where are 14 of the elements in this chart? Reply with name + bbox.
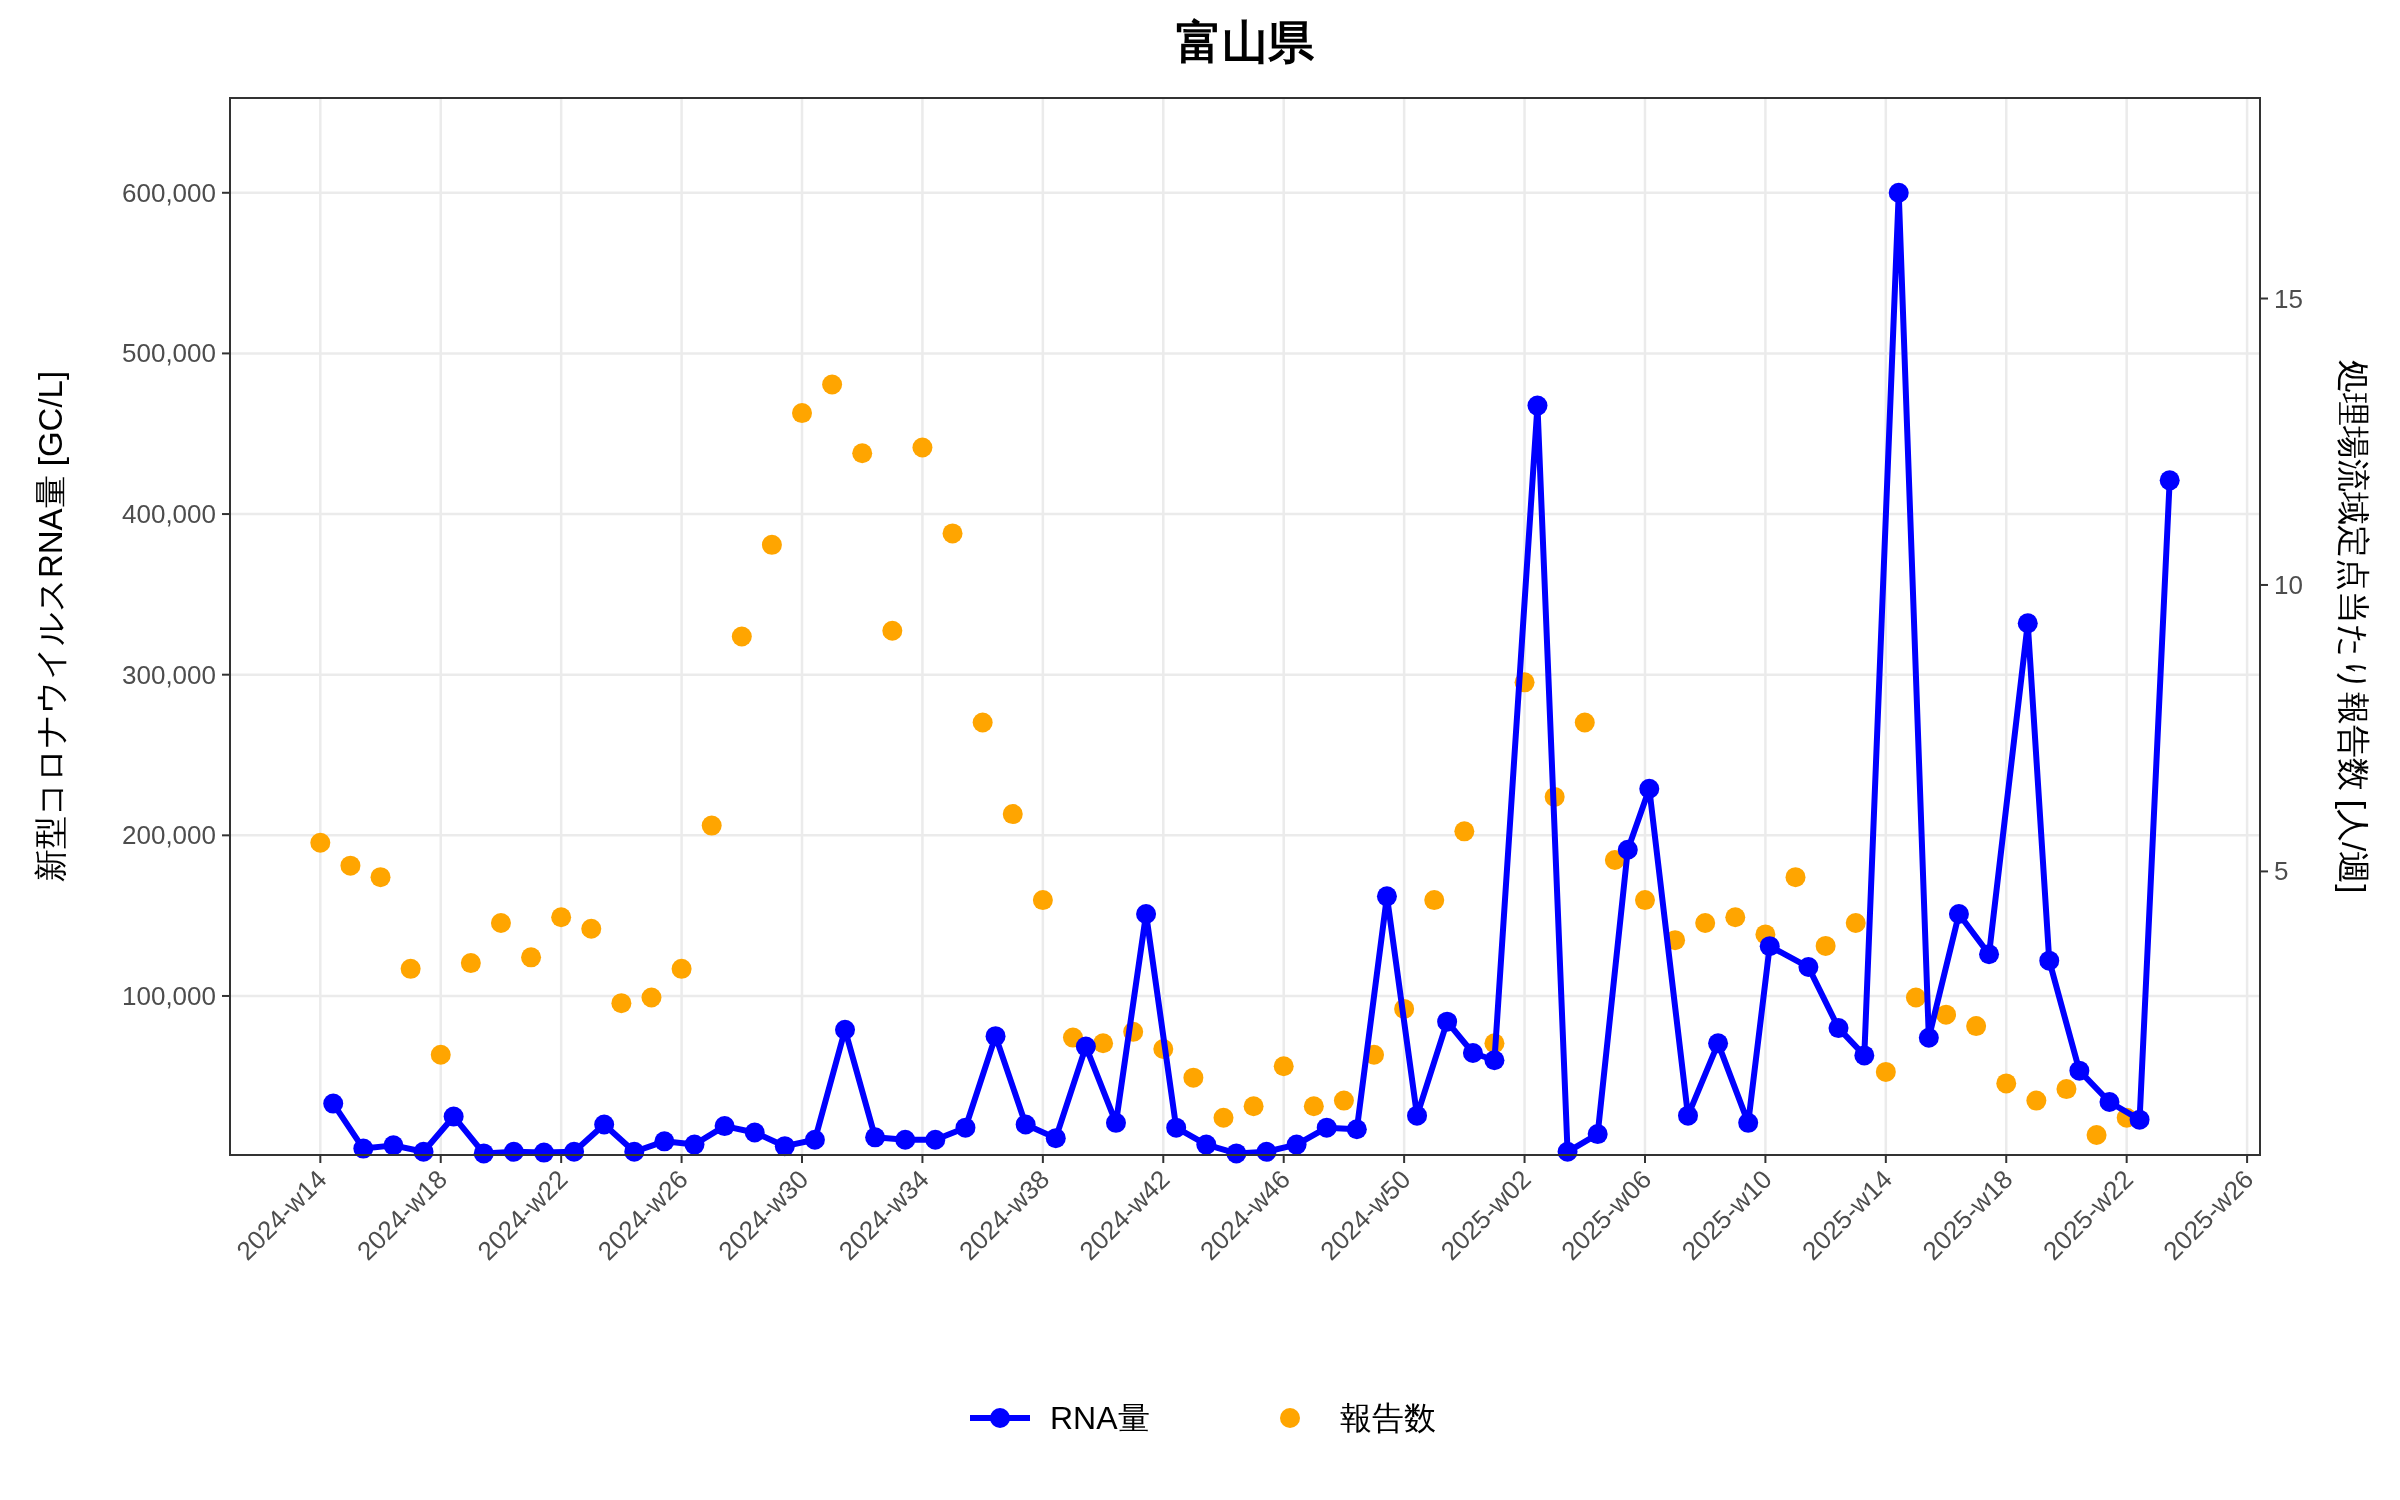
- y-tick-label: 300,000: [122, 659, 216, 690]
- chart-title: 富山県: [1176, 16, 1315, 68]
- y-tick-label: 100,000: [122, 980, 216, 1011]
- y2-tick-label: 10: [2274, 569, 2303, 600]
- y-tick-label: 400,000: [122, 499, 216, 530]
- legend-label: RNA量: [1050, 1400, 1150, 1436]
- y-tick-label: 500,000: [122, 338, 216, 369]
- y-axis-title: 新型コロナウイルスRNA量 [GC/L]: [32, 370, 69, 883]
- y-tick-label: 600,000: [122, 177, 216, 208]
- y2-tick-label: 5: [2274, 856, 2289, 887]
- legend-label: 報告数: [1340, 1400, 1436, 1436]
- y2-tick-label: 15: [2274, 283, 2303, 314]
- y2-axis-title: 処理場流域定点当たり報告数 [人/週]: [2335, 359, 2372, 894]
- y-tick-label: 200,000: [122, 820, 216, 851]
